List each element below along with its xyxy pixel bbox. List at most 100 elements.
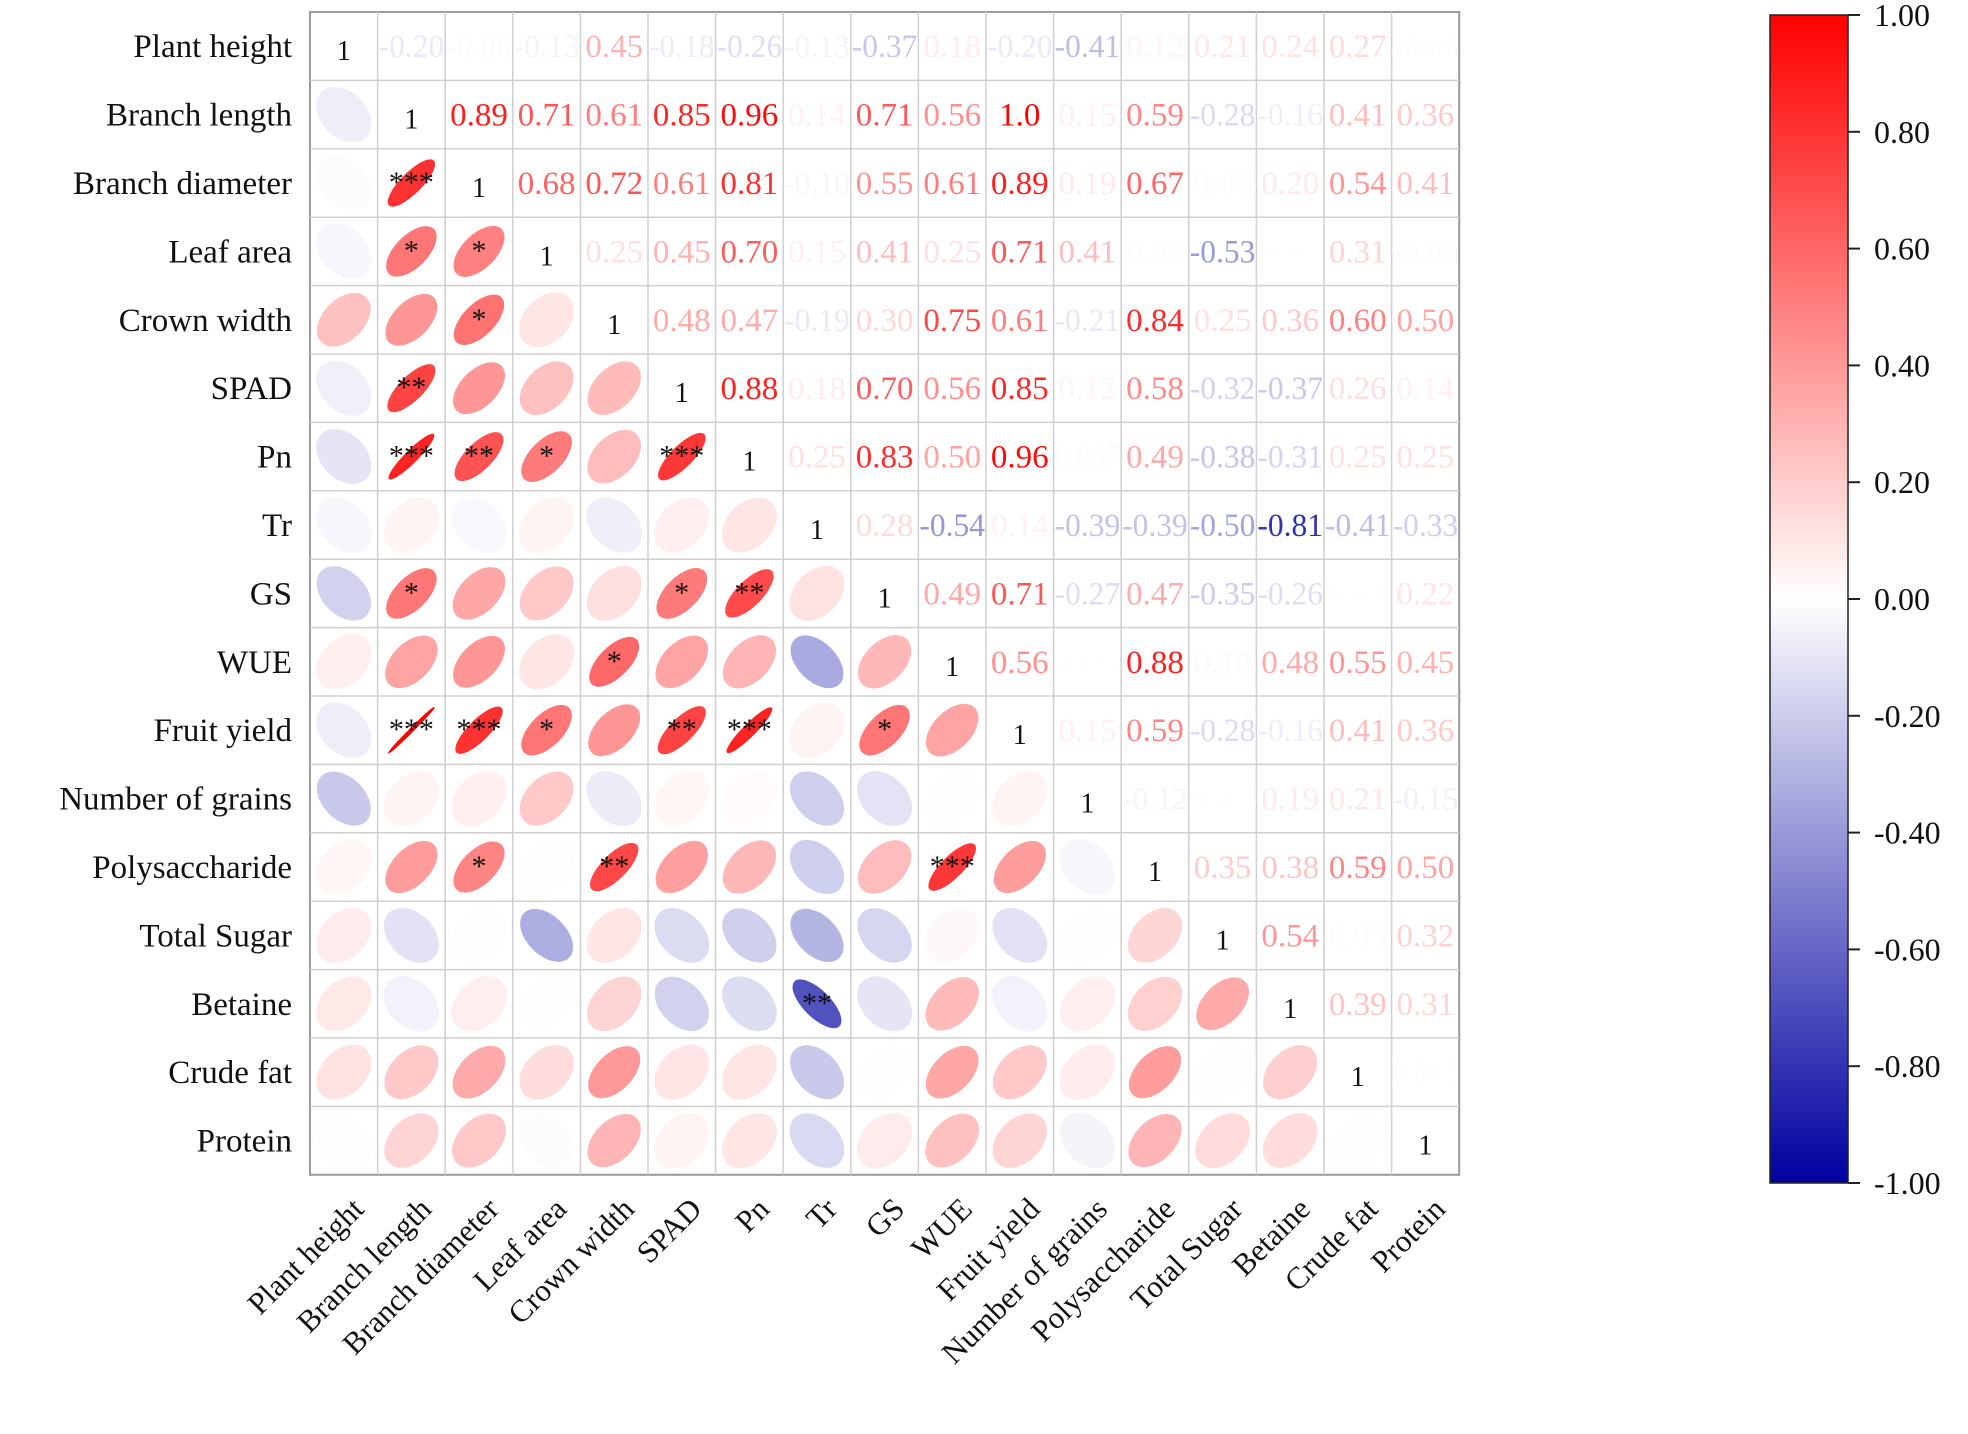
significance-mark: *** <box>727 713 772 746</box>
coefficient-label: 0.12 <box>1059 371 1117 407</box>
coefficient-label: 0.96 <box>991 440 1049 476</box>
coefficient-label: 0.25 <box>1397 440 1455 476</box>
coefficient-label: 0.48 <box>653 303 711 339</box>
ellipse-wue-plant-height <box>316 634 372 690</box>
coefficient-label: -0.28 <box>1190 98 1256 134</box>
coefficient-label: 0.71 <box>518 98 576 134</box>
ellipse-total-sugar-crown-width <box>586 907 642 963</box>
colorbar-tick-label: 0.20 <box>1874 464 1930 500</box>
ellipse-crown-width-branch-diameter <box>453 294 505 345</box>
significance-mark: ** <box>667 713 697 746</box>
ellipse-crude-fat-branch-diameter <box>452 1045 506 1099</box>
coefficient-label: 0.59 <box>1126 98 1184 134</box>
coefficient-label: 0.31 <box>1397 987 1455 1023</box>
ellipse-spad-leaf-area <box>519 361 574 416</box>
diagonal-label: 1 <box>878 583 892 614</box>
colorbar-tick-label: 1.00 <box>1874 0 1930 33</box>
ellipse-pn-crown-width <box>587 429 641 484</box>
colorbar-tick-label: -0.40 <box>1874 815 1941 851</box>
coefficient-label: -0.54 <box>919 508 985 544</box>
coefficient-label: 0.71 <box>991 576 1049 612</box>
coefficient-label: 0.96 <box>721 98 779 134</box>
ellipse-total-sugar-wue <box>924 907 980 964</box>
diagonal-label: 1 <box>1283 994 1297 1025</box>
cells-layer: 1 -0.20 -0.06 -0.13 0.45 -0.18 -0.26 -0.13 -0.37… <box>309 11 1461 1176</box>
ellipse-total-sugar-polysaccharide <box>1127 908 1183 963</box>
coefficient-label: -0.16 <box>1257 713 1323 749</box>
significance-mark: ** <box>464 440 494 473</box>
coefficient-label: 0.59 <box>1126 713 1184 749</box>
ellipse-total-sugar-fruit-yield <box>992 907 1048 963</box>
ellipse-number-of-grains-plant-height <box>316 771 371 826</box>
ellipse-fruit-yield-branch-diameter <box>455 706 503 754</box>
coefficient-label: -0.05 <box>1393 234 1459 270</box>
ellipse-polysaccharide-leaf-area <box>518 839 575 895</box>
ellipse-number-of-grains-pn <box>721 770 778 827</box>
ellipse-total-sugar-spad <box>654 908 710 963</box>
ellipse-number-of-grains-branch-diameter <box>451 770 507 827</box>
coefficient-label: 0.54 <box>1261 918 1319 954</box>
coefficient-label: -0.33 <box>1393 508 1459 544</box>
coefficient-label: 0.39 <box>1329 987 1387 1023</box>
ellipse-fruit-yield-pn <box>726 707 773 754</box>
ellipse-total-sugar-leaf-area <box>520 908 574 962</box>
ellipse-gs-branch-length <box>386 568 437 619</box>
ellipse-protein-branch-diameter <box>451 1113 507 1168</box>
coefficient-label: 0.45 <box>653 234 711 270</box>
colorbar-gradient <box>1769 14 1849 1184</box>
ellipse-polysaccharide-pn <box>722 840 777 894</box>
ellipse-number-of-grains-wue <box>924 770 981 827</box>
coefficient-label: 0.61 <box>991 303 1049 339</box>
y-label-number-of-grains: Number of grains <box>59 782 292 818</box>
coefficient-label: 0.45 <box>1397 645 1455 681</box>
ellipse-spad-branch-diameter <box>453 362 505 415</box>
coefficient-label: 0.15 <box>1059 713 1117 749</box>
coefficient-label: 0.41 <box>856 234 914 270</box>
ellipse-betaine-total-sugar <box>1196 977 1249 1031</box>
ellipse-crude-fat-crown-width <box>588 1046 641 1099</box>
coefficient-label: 0.25 <box>923 234 981 270</box>
coefficient-label: 0.49 <box>1126 440 1184 476</box>
ellipse-branch-length-plant-height <box>316 86 372 143</box>
coefficient-label: -0.06 <box>446 29 512 65</box>
coefficient-label: 0.56 <box>923 371 981 407</box>
ellipse-polysaccharide-number-of-grains <box>1059 839 1116 895</box>
ellipse-gs-branch-diameter <box>452 567 506 620</box>
coefficient-label: 0.19 <box>1261 782 1319 818</box>
y-label-total-sugar: Total Sugar <box>139 918 292 954</box>
coefficient-label: 0.042 <box>1393 1055 1459 1091</box>
y-label-branch-length: Branch length <box>106 98 293 134</box>
coefficient-label: 0.05 <box>1329 918 1387 954</box>
ellipse-pn-plant-height <box>316 429 372 485</box>
coefficient-label: 0.68 <box>518 166 576 202</box>
diagonal-label: 1 <box>1148 857 1162 888</box>
coefficient-label: 0.75 <box>923 303 981 339</box>
coefficient-label: 0.89 <box>450 98 508 134</box>
ellipse-betaine-fruit-yield <box>992 976 1048 1032</box>
diagonal-label: 1 <box>742 447 756 478</box>
coefficient-label: 0.50 <box>923 440 981 476</box>
y-label-pn: Pn <box>257 440 292 476</box>
coefficient-label: -0.53 <box>1190 234 1256 270</box>
coefficient-label: 0.70 <box>721 234 779 270</box>
coefficient-label: 0.45 <box>585 29 643 65</box>
coefficient-label: 0.47 <box>1126 576 1184 612</box>
ellipse-tr-pn <box>721 497 777 553</box>
coefficient-label: 0.36 <box>1261 303 1319 339</box>
ellipse-total-sugar-branch-length <box>383 907 439 963</box>
coefficient-label: 0.15 <box>788 234 846 270</box>
coefficient-label: 0.59 <box>1329 850 1387 886</box>
ellipse-polysaccharide-tr <box>789 839 845 895</box>
coefficient-label: 0.89 <box>991 166 1049 202</box>
coefficient-label: 0.18 <box>923 29 981 65</box>
ellipse-wue-branch-length <box>385 635 438 689</box>
coefficient-label: 0.32 <box>1397 918 1455 954</box>
ellipse-protein-branch-length <box>384 1113 439 1168</box>
diagonal-label: 1 <box>675 378 689 409</box>
coefficient-label: 0.14 <box>788 98 846 134</box>
ellipse-fruit-yield-spad <box>657 706 706 755</box>
coefficient-label: -0.39 <box>1122 508 1188 544</box>
ellipse-number-of-grains-leaf-area <box>519 771 574 826</box>
significance-mark: * <box>404 234 419 267</box>
coefficient-label: -0.37 <box>852 29 918 65</box>
